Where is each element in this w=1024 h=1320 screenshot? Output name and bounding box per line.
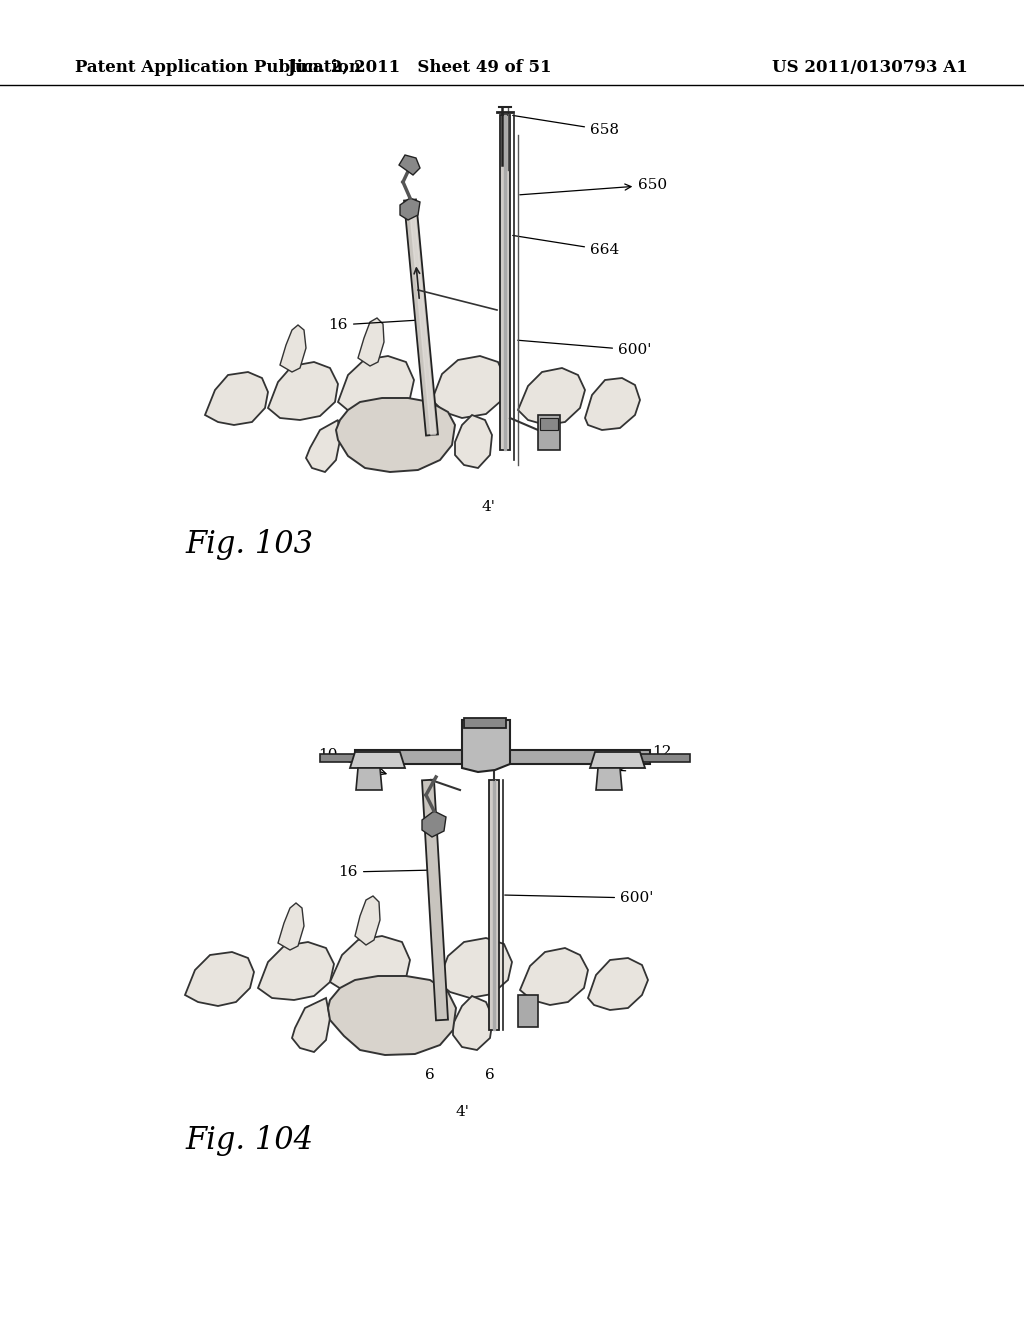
Polygon shape <box>432 356 506 418</box>
Polygon shape <box>518 995 538 1027</box>
Polygon shape <box>185 952 254 1006</box>
Polygon shape <box>400 198 420 220</box>
Polygon shape <box>422 780 447 1020</box>
Polygon shape <box>355 896 380 945</box>
Polygon shape <box>292 998 330 1052</box>
Polygon shape <box>540 418 558 430</box>
Text: Fig. 103: Fig. 103 <box>185 529 313 561</box>
Polygon shape <box>404 199 438 436</box>
Polygon shape <box>590 752 645 768</box>
Polygon shape <box>280 325 306 372</box>
Polygon shape <box>338 356 414 416</box>
Polygon shape <box>268 362 338 420</box>
Polygon shape <box>258 942 334 1001</box>
Text: 4': 4' <box>455 1105 469 1119</box>
Text: 664: 664 <box>513 235 620 257</box>
Polygon shape <box>350 752 406 768</box>
Polygon shape <box>455 414 492 469</box>
Text: Patent Application Publication: Patent Application Publication <box>75 59 360 77</box>
Text: 650: 650 <box>520 178 667 195</box>
Polygon shape <box>453 997 493 1049</box>
Polygon shape <box>358 318 384 366</box>
Text: 16: 16 <box>329 318 417 333</box>
Polygon shape <box>464 718 506 729</box>
Text: 600': 600' <box>518 341 651 356</box>
Polygon shape <box>538 414 560 450</box>
Polygon shape <box>356 768 382 789</box>
Text: 4': 4' <box>481 500 495 513</box>
Text: US 2011/0130793 A1: US 2011/0130793 A1 <box>772 59 968 77</box>
Polygon shape <box>328 975 456 1055</box>
Polygon shape <box>422 810 446 837</box>
Polygon shape <box>306 420 340 473</box>
Polygon shape <box>409 199 435 436</box>
Polygon shape <box>520 948 588 1005</box>
Text: 16: 16 <box>339 865 433 879</box>
Polygon shape <box>399 154 420 176</box>
Polygon shape <box>330 936 410 997</box>
Polygon shape <box>493 780 495 1030</box>
Polygon shape <box>500 115 510 450</box>
Polygon shape <box>355 750 650 764</box>
Polygon shape <box>319 754 365 762</box>
Polygon shape <box>504 115 506 450</box>
Polygon shape <box>638 754 690 762</box>
Polygon shape <box>278 903 304 950</box>
Text: 6: 6 <box>485 1068 495 1082</box>
Polygon shape <box>585 378 640 430</box>
Text: 10: 10 <box>318 748 386 775</box>
Polygon shape <box>205 372 268 425</box>
Text: 600': 600' <box>505 891 653 906</box>
Polygon shape <box>462 719 510 772</box>
Polygon shape <box>336 399 455 473</box>
Polygon shape <box>588 958 648 1010</box>
Text: 658: 658 <box>513 115 618 137</box>
Text: 6: 6 <box>425 1068 435 1082</box>
Text: Fig. 104: Fig. 104 <box>185 1125 313 1155</box>
Polygon shape <box>596 768 622 789</box>
Polygon shape <box>489 780 499 1030</box>
Polygon shape <box>438 939 512 998</box>
Polygon shape <box>518 368 585 425</box>
Text: 12: 12 <box>618 744 672 771</box>
Text: Jun. 2, 2011   Sheet 49 of 51: Jun. 2, 2011 Sheet 49 of 51 <box>288 59 552 77</box>
